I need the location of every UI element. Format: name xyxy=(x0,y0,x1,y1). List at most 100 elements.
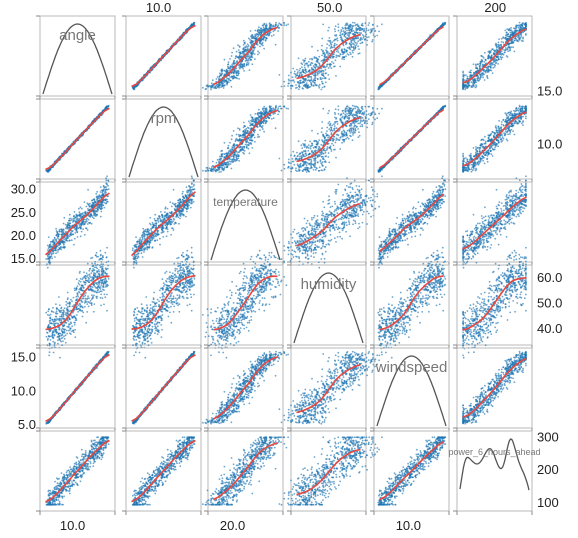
scatter-point xyxy=(236,153,239,156)
scatter-point xyxy=(354,45,357,47)
scatter-point xyxy=(254,46,257,49)
scatter-point xyxy=(322,23,325,26)
scatter-point xyxy=(283,22,286,24)
scatter-point xyxy=(260,112,263,115)
scatter-point xyxy=(365,33,367,36)
scatter-point xyxy=(498,44,501,47)
scatter-point xyxy=(259,124,261,127)
scatter-point xyxy=(335,75,337,77)
scatter-point xyxy=(329,47,332,50)
scatter-point xyxy=(250,42,252,45)
scatter-point xyxy=(257,53,259,56)
scatter-point xyxy=(239,63,242,66)
scatter-point xyxy=(472,83,474,85)
scatter-point xyxy=(230,85,233,88)
scatter-point xyxy=(328,63,330,66)
scatter-point xyxy=(323,85,326,88)
scatter-point xyxy=(290,162,292,165)
scatter-point xyxy=(338,55,341,58)
scatter-point xyxy=(330,43,333,46)
scatter-point xyxy=(210,170,213,173)
scatter-point xyxy=(364,31,367,34)
scatter-point xyxy=(236,158,238,160)
scatter-point xyxy=(298,69,301,72)
scatter-point xyxy=(325,51,328,54)
scatter-point xyxy=(235,133,238,136)
scatter-point xyxy=(277,113,279,116)
scatter-point xyxy=(265,111,268,114)
scatter-point xyxy=(339,34,342,37)
scatter-point xyxy=(367,29,370,32)
scatter-point xyxy=(277,107,280,110)
scatter-point xyxy=(519,26,522,29)
scatter-point xyxy=(247,55,250,58)
scatter-point xyxy=(507,33,510,36)
scatter-point xyxy=(495,59,498,61)
scatter-point xyxy=(251,34,254,36)
scatter-point xyxy=(285,107,288,110)
scatter-point xyxy=(515,25,517,28)
scatter-point xyxy=(280,24,283,27)
scatter-point xyxy=(257,136,259,139)
scatter-point xyxy=(252,119,255,121)
scatter-point xyxy=(237,155,239,158)
scatter-point xyxy=(358,29,361,32)
scatter-point xyxy=(500,41,503,43)
scatter-point xyxy=(265,37,268,39)
scatter-point xyxy=(314,83,317,86)
scatter-point xyxy=(333,46,336,49)
scatter-point xyxy=(280,85,283,88)
scatter-point xyxy=(365,29,368,32)
scatter-point xyxy=(245,131,248,134)
scatter-point xyxy=(223,84,226,87)
scatter-point xyxy=(275,21,277,24)
scatter-point xyxy=(480,55,483,57)
scatter-point xyxy=(321,69,324,72)
scatter-point xyxy=(316,72,319,74)
scatter-point xyxy=(258,112,261,115)
scatter-point xyxy=(298,84,301,86)
scatter-point xyxy=(272,30,275,33)
scatter-point xyxy=(260,29,263,32)
scatter-point xyxy=(231,146,234,149)
scatter-point xyxy=(244,143,247,146)
scatter-point xyxy=(228,69,231,72)
scatter-point xyxy=(300,73,303,76)
scatter-point xyxy=(359,39,362,41)
scatter-point xyxy=(358,52,361,55)
scatter-point xyxy=(322,82,324,85)
scatter-point xyxy=(318,55,321,58)
scatter-point xyxy=(262,109,265,112)
scatter-point xyxy=(226,69,229,71)
scatter-point xyxy=(304,72,307,74)
scatter-point xyxy=(350,28,353,31)
scatter-point xyxy=(299,72,301,74)
scatter-point xyxy=(297,57,300,60)
scatter-point xyxy=(482,76,484,79)
scatter-point xyxy=(272,34,275,36)
scatter-point xyxy=(249,142,252,144)
scatter-point xyxy=(239,146,242,148)
scatter-point xyxy=(342,27,344,30)
scatter-point xyxy=(305,71,308,73)
scatter-point xyxy=(320,88,323,91)
scatter-point xyxy=(525,33,527,35)
scatter-point xyxy=(365,27,368,30)
scatter-point xyxy=(240,138,243,141)
scatter-point xyxy=(255,117,258,120)
scatter-point xyxy=(304,62,307,65)
scatter-point xyxy=(314,63,317,66)
scatter-point xyxy=(237,127,239,130)
scatter-point xyxy=(309,85,311,88)
scatter-point xyxy=(49,168,52,171)
scatter-point xyxy=(325,72,327,74)
scatter-point xyxy=(371,40,373,43)
scatter-point xyxy=(241,60,244,63)
scatter-point xyxy=(325,56,327,59)
scatter-point xyxy=(310,61,313,64)
scatter-point xyxy=(333,65,335,68)
scatter-point xyxy=(495,48,498,51)
scatter-point xyxy=(506,35,509,38)
scatter-point xyxy=(344,24,347,27)
scatter-point xyxy=(237,71,239,74)
